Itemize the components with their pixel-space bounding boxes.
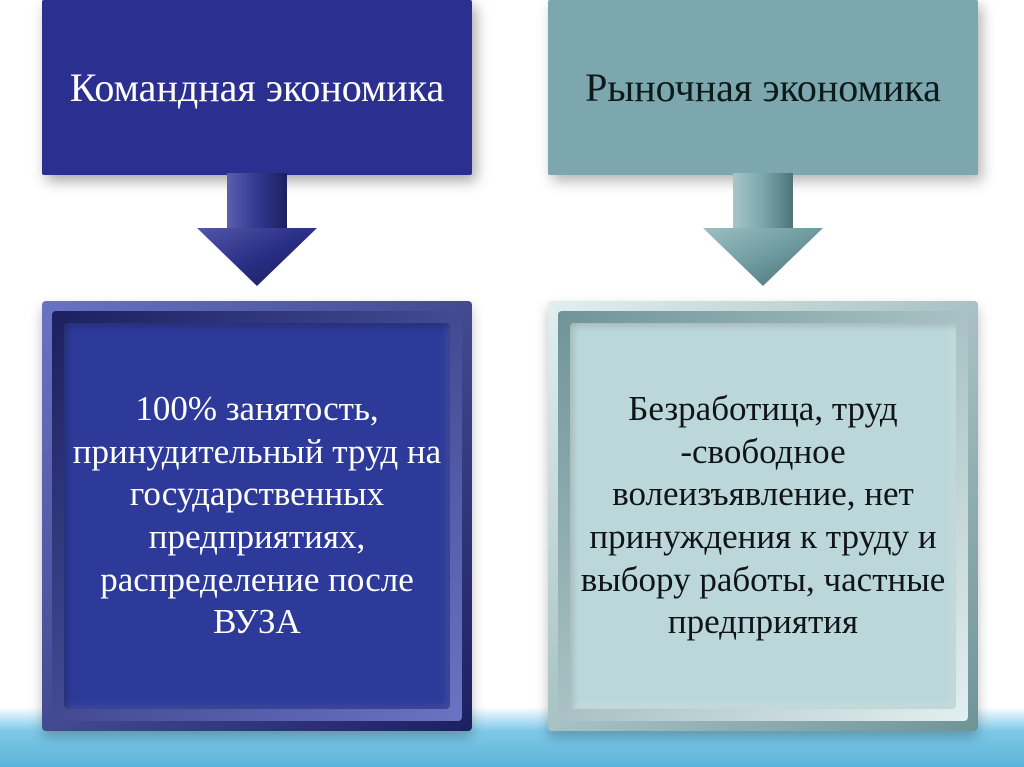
column-market-economy: Рыночная экономика: [548, 0, 978, 731]
arrow-down-icon: [187, 173, 327, 288]
title-text-command: Командная экономика: [70, 65, 445, 111]
arrow-market: [548, 173, 978, 293]
arrow-command: [42, 173, 472, 293]
arrow-down-icon: [693, 173, 833, 288]
title-box-command: Командная экономика: [42, 0, 472, 175]
body-text-command: 100% занятость, принудительный труд на г…: [70, 388, 444, 644]
column-command-economy: Командная экономика: [42, 0, 472, 731]
diagram-stage: Командная экономика: [0, 0, 1024, 767]
title-box-market: Рыночная экономика: [548, 0, 978, 175]
body-text-market: Безработица, труд -свободное волеизъявле…: [576, 388, 950, 644]
body-box-market: Безработица, труд -свободное волеизъявле…: [548, 301, 978, 731]
title-text-market: Рыночная экономика: [585, 65, 941, 111]
body-box-command: 100% занятость, принудительный труд на г…: [42, 301, 472, 731]
